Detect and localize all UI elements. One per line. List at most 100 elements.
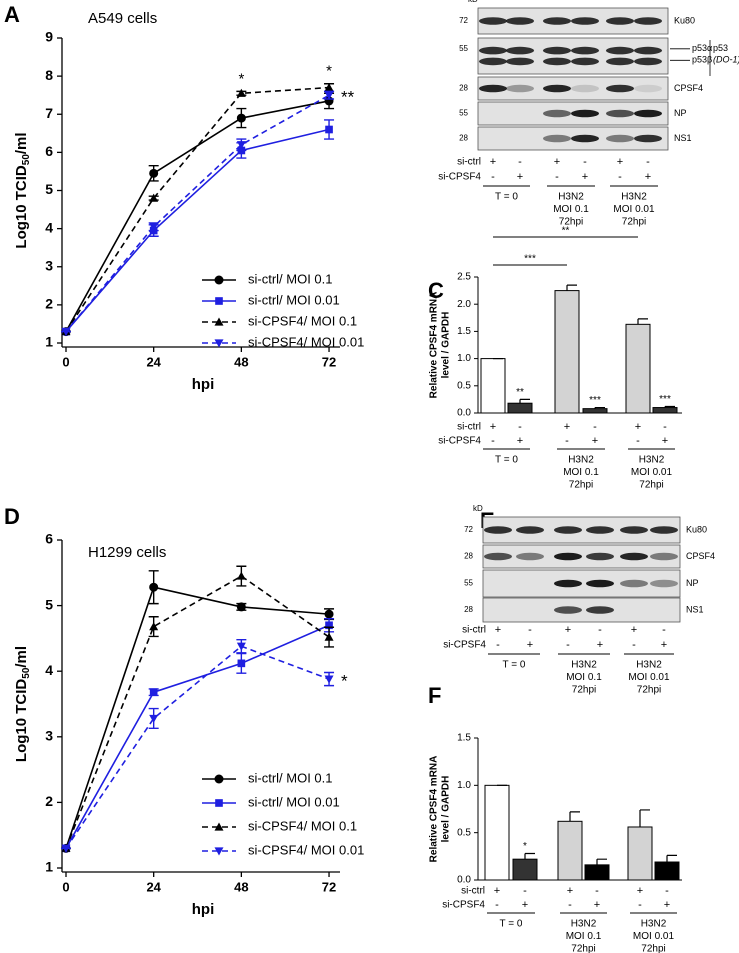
treatment-sign: - [528, 624, 532, 636]
series-line [65, 645, 330, 849]
y-tick-label: 3 [45, 257, 53, 273]
treatment-label: si-CPSF4 [442, 900, 485, 911]
blot-strip [477, 76, 669, 101]
panel-letter: A [4, 2, 20, 27]
treatment-sign: + [594, 899, 600, 911]
blot-band [650, 526, 678, 534]
treatment-label: si-ctrl [457, 157, 481, 168]
x-tick-label: 24 [146, 879, 161, 894]
group-label: 72hpi [637, 685, 661, 696]
series-line [65, 86, 330, 333]
blot-band [571, 109, 599, 118]
legend-marker [214, 317, 224, 326]
y-tick-label: 0.0 [457, 875, 471, 886]
y-axis-label-main: Log10 TCID [13, 679, 30, 763]
treatment-sign: + [664, 899, 670, 911]
treatment-sign: - [565, 435, 569, 447]
blot-size: 72 [464, 525, 473, 534]
group-label: MOI 0.1 [553, 204, 589, 215]
group-label: MOI 0.01 [613, 204, 655, 215]
treatment-sign: - [491, 171, 495, 183]
blot-band [620, 579, 648, 588]
treatment-sign: + [661, 639, 667, 651]
error-bar [639, 809, 650, 827]
group-label: H3N2 [621, 192, 647, 203]
blot-label: Ku80 [686, 524, 707, 534]
y-tick-label: 4 [45, 219, 53, 235]
data-point [61, 844, 71, 853]
y-tick-label: 1 [45, 859, 53, 875]
group-label: MOI 0.01 [631, 467, 673, 478]
blot-bracket-label: p53 [713, 43, 728, 53]
treatment-sign: + [631, 624, 637, 636]
y-tick-label: 1.0 [457, 780, 471, 791]
chart-title: H1299 cells [88, 544, 166, 561]
y-axis-label: Relative CPSF4 mRNA [429, 292, 440, 399]
group-label: H3N2 [639, 455, 665, 466]
treatment-sign: + [597, 639, 603, 651]
group-label: T = 0 [495, 192, 518, 203]
blot-size: 28 [464, 552, 473, 561]
treatment-sign: + [494, 885, 500, 897]
data-point [236, 602, 246, 612]
y-tick-label: 7 [45, 105, 53, 121]
series-line [65, 100, 330, 332]
treatment-sign: - [593, 421, 597, 433]
blot-band [479, 84, 507, 93]
annotation: * [238, 70, 244, 87]
treatment-label: si-CPSF4 [438, 172, 481, 183]
group-label: T = 0 [495, 455, 518, 466]
treatment-sign: + [517, 171, 523, 183]
legend-marker [215, 799, 223, 807]
blot-label: CPSF4 [686, 551, 715, 561]
blot-band [606, 109, 634, 118]
blot-band [554, 606, 582, 614]
treatment-sign: + [517, 435, 523, 447]
blot-band [634, 46, 662, 55]
data-point [149, 582, 159, 592]
significance: ** [516, 387, 524, 398]
treatment-sign: - [618, 171, 622, 183]
blot-size: 72 [459, 16, 468, 25]
bar [512, 858, 538, 881]
legend-label: si-ctrl/ MOI 0.01 [248, 292, 340, 307]
blot-size: 28 [464, 605, 473, 614]
blot-band [634, 134, 662, 143]
blot-band [543, 46, 571, 55]
treatment-sign: - [518, 156, 522, 168]
x-tick-label: 0 [62, 354, 69, 369]
treatment-label: si-ctrl [461, 886, 485, 897]
treatment-sign: - [496, 639, 500, 651]
y-tick-label: 8 [45, 67, 53, 83]
blot-band [586, 526, 614, 534]
blot-band [586, 552, 614, 561]
x-tick-label: 72 [322, 354, 336, 369]
bar [654, 861, 680, 881]
y-axis-label-sub: 50 [21, 667, 32, 679]
data-point [325, 125, 333, 134]
y-tick-label: 1 [45, 334, 53, 350]
chart-title: A549 cells [88, 10, 157, 27]
treatment-label: si-CPSF4 [438, 436, 481, 447]
blot-band [543, 57, 571, 66]
blot-band [606, 134, 634, 143]
blot-band [571, 46, 599, 55]
treatment-sign: + [565, 624, 571, 636]
group-label: 72hpi [641, 944, 665, 953]
blot-band [650, 552, 678, 561]
series-line [65, 128, 330, 333]
blot-band [606, 57, 634, 66]
blot-band [571, 17, 599, 25]
group-label: H3N2 [571, 660, 597, 671]
series-line [65, 575, 330, 849]
data-point [236, 113, 246, 123]
comparison-label: ** [562, 226, 570, 237]
series-line [65, 624, 330, 849]
treatment-sign: - [568, 899, 572, 911]
y-axis-label: Log10 TCID50/ml [13, 646, 32, 762]
legend-label: si-CPSF4/ MOI 0.1 [248, 313, 357, 328]
group-label: T = 0 [500, 919, 523, 930]
blot-bracket-label: (DO-1) [713, 55, 739, 65]
blot-band [479, 17, 507, 25]
treatment-sign: - [555, 171, 559, 183]
